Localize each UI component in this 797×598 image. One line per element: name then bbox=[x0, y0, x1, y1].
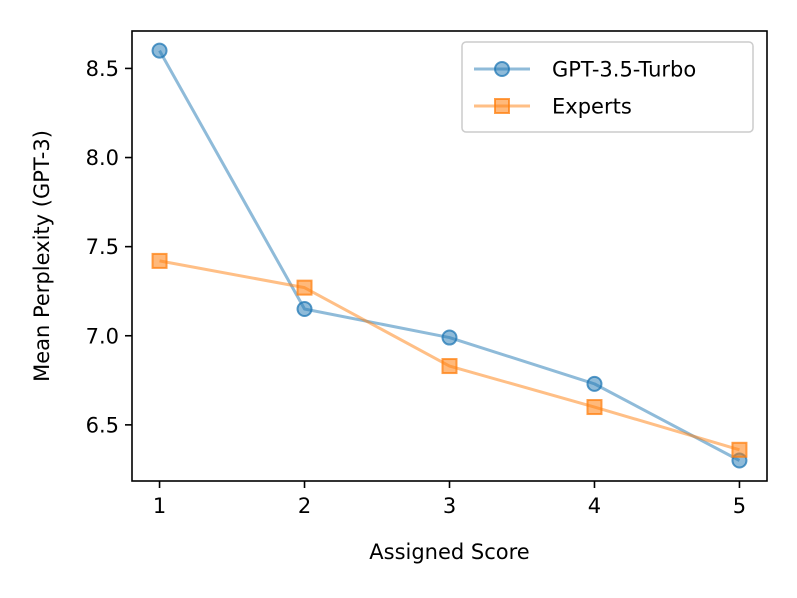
legend-item: GPT-3.5-Turbo bbox=[474, 58, 696, 82]
legend-marker bbox=[494, 98, 510, 114]
y-tick-label: 6.5 bbox=[86, 413, 119, 437]
data-point bbox=[296, 279, 313, 296]
data-point bbox=[296, 301, 313, 318]
legend-label: Experts bbox=[552, 95, 632, 119]
x-tick-label: 4 bbox=[588, 494, 601, 518]
x-axis-label: Assigned Score bbox=[369, 540, 529, 564]
y-tick-label: 8.5 bbox=[86, 57, 119, 81]
legend-box bbox=[461, 41, 754, 133]
legend-marker bbox=[494, 61, 510, 77]
legend: GPT-3.5-Turbo Experts bbox=[461, 41, 754, 133]
data-point bbox=[441, 358, 458, 375]
x-tick-label: 2 bbox=[298, 494, 311, 518]
y-tick-label: 8.0 bbox=[86, 146, 119, 170]
data-point bbox=[586, 375, 603, 392]
legend-label: GPT-3.5-Turbo bbox=[552, 58, 696, 82]
y-axis: 6.5 7.0 7.5 8.0 8.5 bbox=[86, 57, 132, 437]
data-point bbox=[586, 399, 603, 416]
y-tick-label: 7.0 bbox=[86, 324, 119, 348]
data-point bbox=[151, 42, 168, 59]
x-axis: 1 2 3 4 5 bbox=[153, 481, 746, 518]
data-point bbox=[441, 329, 458, 346]
legend-item: Experts bbox=[474, 95, 632, 119]
series-line bbox=[159, 259, 740, 452]
x-tick-label: 3 bbox=[443, 494, 456, 518]
data-point bbox=[731, 441, 748, 458]
y-axis-label: Mean Perplexity (GPT-3) bbox=[30, 130, 54, 382]
data-point bbox=[151, 252, 168, 269]
series-1 bbox=[151, 252, 748, 458]
y-tick-label: 7.5 bbox=[86, 235, 119, 259]
x-tick-label: 5 bbox=[733, 494, 746, 518]
series-layer bbox=[151, 42, 748, 469]
x-tick-label: 1 bbox=[153, 494, 166, 518]
